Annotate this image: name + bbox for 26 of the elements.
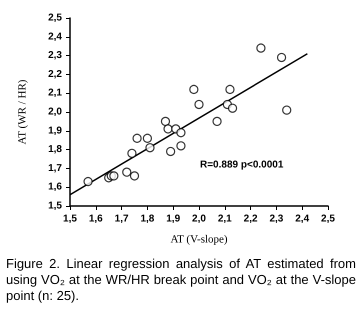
caption: Figure 2. Linear regression analysis of AT estimated from using VO₂ at the WR/HR break point and VO₂ at the V-slope point (n: 25). — [5, 255, 357, 304]
y-tick-label: 2,5 — [48, 12, 62, 24]
x-tick-label: 2,2 — [244, 214, 258, 224]
x-tick-label: 2,3 — [269, 214, 284, 224]
x-tick-label: 1,6 — [88, 214, 104, 224]
y-tick-label: 2,1 — [48, 88, 62, 99]
x-tick-label: 2,4 — [295, 214, 310, 224]
x-tick-label: 2,0 — [192, 214, 206, 224]
x-tick-label: 1,5 — [63, 214, 78, 224]
y-tick-label: 1,8 — [48, 144, 62, 156]
x-tick-label: 2,5 — [321, 214, 336, 224]
y-tick-label: 1,9 — [48, 125, 62, 136]
x-tick-label: 2,1 — [218, 214, 232, 224]
y-tick-label: 1,7 — [48, 162, 62, 174]
y-tick-label: 2,2 — [48, 68, 62, 80]
y-axis-title: AT (WR / HR) — [16, 79, 28, 144]
x-tick-label: 1,7 — [114, 214, 129, 224]
y-tick-label: 2,3 — [48, 50, 62, 62]
x-axis-title: AT (V-slope) — [170, 234, 228, 246]
y-tick-label: 2,4 — [48, 31, 62, 42]
y-tick-label: 1,6 — [48, 182, 62, 193]
x-tick-label: 1,8 — [140, 214, 155, 224]
annotation: R=0.889 p<0.0001 — [200, 160, 284, 170]
y-tick-label: 1,5 — [48, 200, 62, 212]
x-tick-label: 1,9 — [166, 214, 181, 224]
y-tick-label: 2,0 — [48, 106, 62, 118]
